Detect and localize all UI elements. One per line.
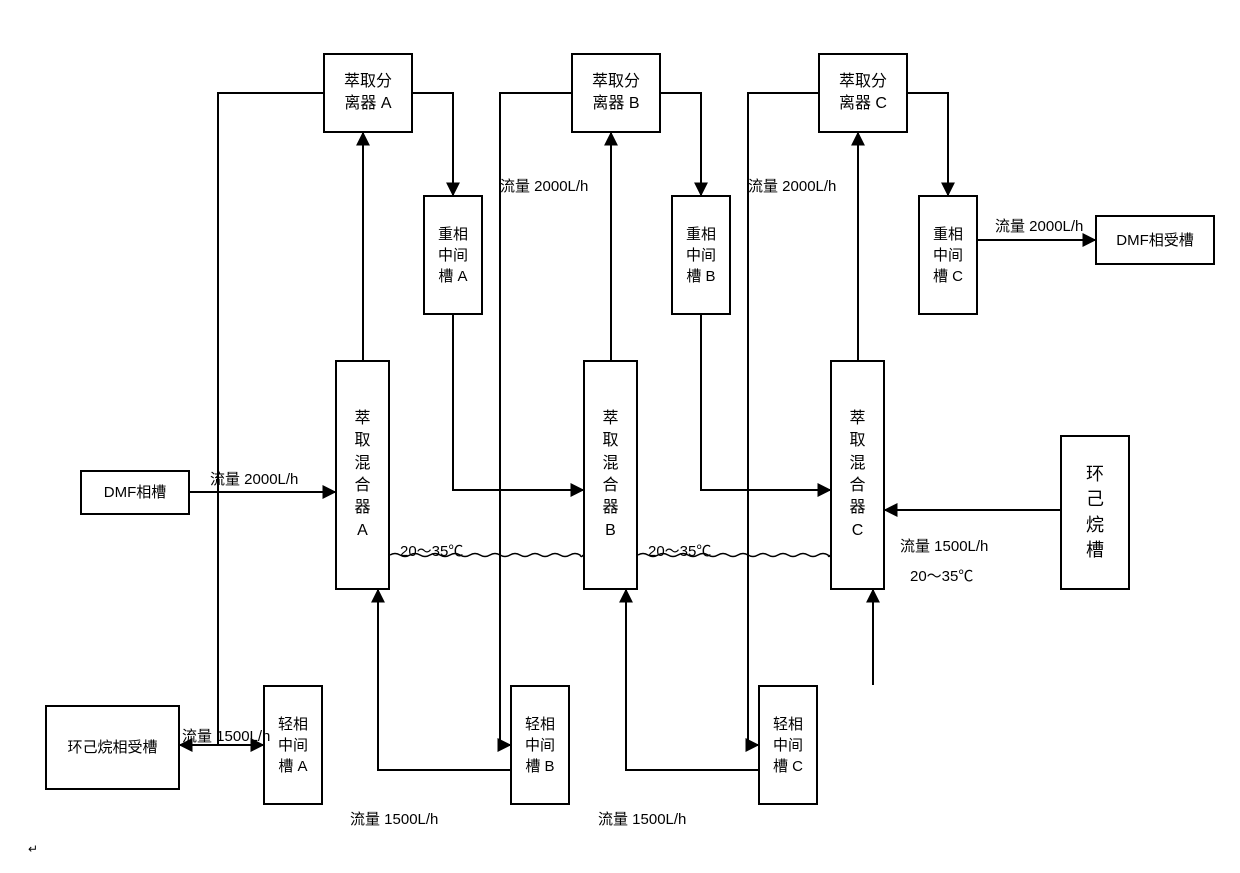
edge-label: 流量 2000L/h: [995, 215, 1083, 236]
node-light-tank-c: 轻相中间槽 C: [758, 685, 818, 805]
label: 萃取分离器 A: [344, 71, 392, 116]
edge-label: 20～35℃: [910, 565, 973, 586]
label: 萃取分离器 C: [839, 71, 887, 116]
label: DMF相受槽: [1116, 230, 1194, 251]
label: 萃取混合器A: [354, 408, 370, 542]
label: 轻相中间槽 A: [278, 714, 308, 777]
node-separator-b: 萃取分离器 B: [571, 53, 661, 133]
node-hexane-receiver: 环己烷相受槽: [45, 705, 180, 790]
label: 环己烷槽: [1086, 462, 1104, 563]
edge-label: 流量 2000L/h: [500, 175, 588, 196]
edge-label: 流量 2000L/h: [748, 175, 836, 196]
node-dmf-receiver: DMF相受槽: [1095, 215, 1215, 265]
label: 轻相中间槽 C: [773, 714, 803, 777]
edge-label: 流量 1500L/h: [900, 535, 988, 556]
node-light-tank-a: 轻相中间槽 A: [263, 685, 323, 805]
edge-label: 20～35℃: [648, 540, 711, 561]
label: 重相中间槽 A: [438, 224, 468, 287]
node-heavy-tank-a: 重相中间槽 A: [423, 195, 483, 315]
node-mixer-a: 萃取混合器A: [335, 360, 390, 590]
edge-label: 流量 1500L/h: [598, 808, 686, 829]
edge-label: 流量 2000L/h: [210, 468, 298, 489]
node-mixer-c: 萃取混合器C: [830, 360, 885, 590]
label: 重相中间槽 B: [686, 224, 716, 287]
node-heavy-tank-c: 重相中间槽 C: [918, 195, 978, 315]
edge-label: 20～35℃: [400, 540, 463, 561]
node-heavy-tank-b: 重相中间槽 B: [671, 195, 731, 315]
label: 萃取混合器B: [602, 408, 618, 542]
label: 轻相中间槽 B: [525, 714, 555, 777]
node-separator-a: 萃取分离器 A: [323, 53, 413, 133]
edge-label: 流量 1500L/h: [350, 808, 438, 829]
node-dmf-tank: DMF相槽: [80, 470, 190, 515]
node-separator-c: 萃取分离器 C: [818, 53, 908, 133]
node-light-tank-b: 轻相中间槽 B: [510, 685, 570, 805]
edge-label: 流量 1500L/h: [182, 725, 270, 746]
label: DMF相槽: [104, 482, 167, 503]
footnote-mark: ↵: [28, 842, 38, 856]
label: 环己烷相受槽: [67, 737, 157, 758]
node-hexane-tank: 环己烷槽: [1060, 435, 1130, 590]
label: 萃取混合器C: [849, 408, 865, 542]
node-mixer-b: 萃取混合器B: [583, 360, 638, 590]
label: 重相中间槽 C: [933, 224, 963, 287]
diagram-canvas: 萃取分离器 A 萃取分离器 B 萃取分离器 C 重相中间槽 A 重相中间槽 B …: [0, 0, 1240, 873]
label: 萃取分离器 B: [592, 71, 640, 116]
